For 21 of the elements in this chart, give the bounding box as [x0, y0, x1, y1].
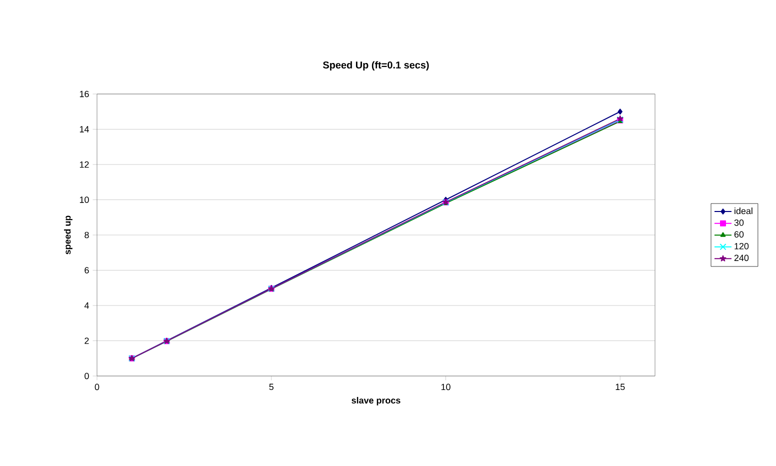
y-tick-label: 6 — [84, 267, 89, 274]
legend-label: ideal — [734, 208, 752, 214]
y-tick-label: 10 — [80, 196, 89, 203]
x-axis-title: slave procs — [352, 396, 400, 406]
y-tick-label: 0 — [84, 372, 89, 380]
x-tick-label: 0 — [94, 384, 100, 390]
x-tick-label: 5 — [269, 384, 274, 390]
x-tick-label: 10 — [441, 384, 450, 390]
y-tick-label: 14 — [80, 126, 89, 132]
x-tick-label: 15 — [616, 384, 625, 390]
legend-label: 240 — [734, 254, 749, 262]
y-tick-label: 4 — [84, 302, 89, 309]
y-tick-label: 2 — [84, 338, 89, 344]
legend-label: 60 — [734, 231, 744, 238]
y-tick-label: 12 — [80, 161, 89, 168]
y-tick-label: 8 — [84, 232, 89, 238]
chart-title: Speed Up (ft=0.1 secs) — [322, 61, 429, 70]
y-tick-label: 16 — [80, 90, 89, 98]
legend-label: 120 — [734, 242, 749, 250]
y-axis-title: speed up — [64, 216, 72, 254]
legend-label: 30 — [734, 219, 744, 226]
